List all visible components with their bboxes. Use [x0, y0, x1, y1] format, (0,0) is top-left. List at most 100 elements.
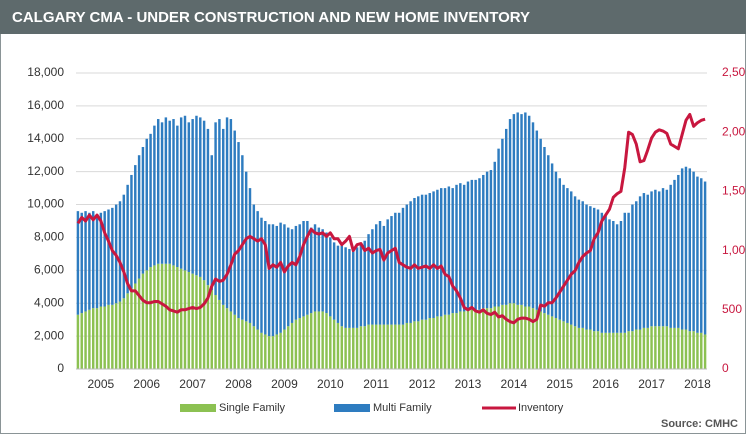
bar — [130, 288, 133, 369]
bar — [149, 133, 152, 268]
bar — [585, 204, 588, 330]
x-tick-label: 2016 — [592, 377, 619, 391]
bar — [585, 329, 588, 369]
bar — [99, 306, 103, 369]
bar — [558, 319, 561, 369]
bar — [260, 217, 263, 333]
bar — [244, 171, 248, 322]
bar — [329, 237, 332, 317]
bar — [294, 225, 298, 320]
bar — [436, 189, 439, 317]
bar — [202, 120, 206, 281]
legend-label: Inventory — [518, 402, 564, 414]
y2-tick-label: 0 — [722, 361, 729, 375]
bar — [451, 188, 454, 314]
bar — [428, 318, 431, 369]
bar — [168, 120, 171, 264]
title-bar — [0, 0, 746, 34]
bar — [677, 327, 680, 369]
bar — [631, 331, 634, 369]
bar — [627, 331, 630, 369]
bar — [539, 311, 542, 369]
bar — [692, 171, 695, 332]
bar — [137, 278, 141, 369]
bar — [397, 212, 401, 325]
bar — [669, 327, 672, 369]
bar — [654, 326, 657, 369]
bar — [237, 142, 240, 319]
bar — [439, 316, 443, 369]
bar — [604, 216, 607, 333]
bar — [199, 117, 202, 277]
bar — [612, 221, 615, 333]
bar — [137, 155, 141, 279]
bar — [527, 115, 531, 307]
bar — [635, 329, 638, 369]
bar — [432, 191, 435, 319]
bar — [149, 267, 152, 369]
bar — [363, 240, 366, 327]
bar — [386, 219, 389, 325]
bar — [275, 225, 278, 335]
bar — [126, 293, 129, 369]
bar — [267, 224, 271, 337]
bar — [187, 122, 191, 272]
bar — [482, 308, 485, 369]
bar — [191, 273, 194, 369]
bar — [107, 304, 110, 369]
y-tick-label: 8,000 — [34, 230, 64, 244]
x-tick-label: 2015 — [546, 377, 573, 391]
bar — [505, 128, 508, 305]
bar — [290, 322, 294, 369]
bar — [562, 184, 565, 322]
bar — [592, 331, 596, 369]
bar — [114, 303, 118, 369]
bar — [466, 309, 470, 369]
y-tick-label: 12,000 — [27, 164, 64, 178]
bar — [547, 314, 550, 369]
bar — [134, 165, 137, 284]
bar — [309, 227, 313, 314]
x-tick-label: 2018 — [684, 377, 711, 391]
bar — [394, 324, 397, 369]
bar — [160, 263, 164, 369]
bar — [202, 280, 206, 369]
bar — [520, 114, 523, 305]
bar — [512, 303, 516, 369]
bar — [669, 184, 672, 328]
line — [76, 112, 706, 325]
bar — [179, 117, 183, 269]
bar — [424, 194, 428, 320]
bar — [195, 275, 198, 369]
bar — [355, 327, 359, 369]
bar — [527, 306, 531, 369]
x-tick-label: 2010 — [317, 377, 344, 391]
bar — [497, 148, 500, 307]
bar — [374, 224, 378, 325]
bar — [462, 184, 466, 312]
bar — [153, 125, 156, 266]
bar — [84, 211, 87, 312]
bar — [317, 227, 321, 312]
bar — [493, 306, 496, 369]
bar — [374, 324, 378, 369]
bar — [348, 248, 351, 328]
y2-tick-label: 1,500 — [722, 184, 746, 198]
bar — [661, 188, 665, 327]
bar — [489, 308, 493, 369]
bar — [539, 138, 542, 312]
bar — [619, 332, 623, 369]
bar — [482, 174, 485, 309]
bar — [222, 128, 225, 305]
y-tick-label: 6,000 — [34, 263, 64, 277]
bar — [436, 316, 439, 369]
bar — [550, 316, 554, 369]
bar — [352, 327, 355, 369]
y-tick-label: 10,000 — [27, 197, 64, 211]
bar — [271, 336, 275, 369]
bar — [390, 216, 393, 325]
bar — [237, 318, 240, 369]
bar — [95, 308, 99, 369]
bar — [684, 166, 688, 330]
bar — [547, 155, 550, 315]
